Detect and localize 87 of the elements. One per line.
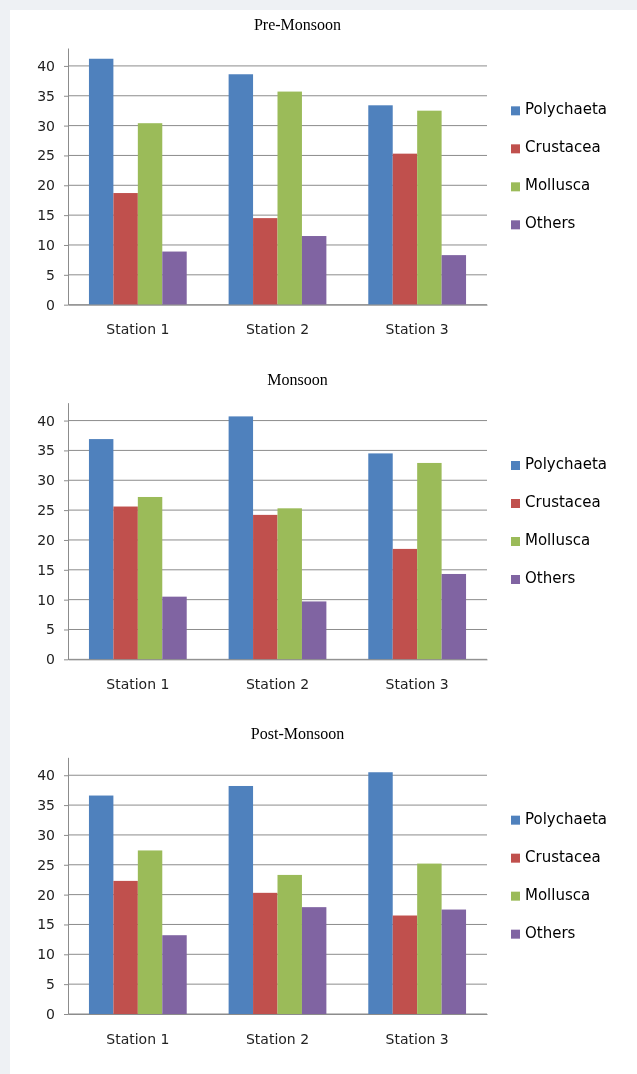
x-tick-label: Station 1 bbox=[106, 321, 170, 338]
chart-title: Pre-Monsoon bbox=[253, 16, 342, 33]
y-tick-label: 15 bbox=[37, 561, 55, 578]
y-tick-label: 10 bbox=[37, 236, 55, 253]
bar bbox=[441, 255, 467, 305]
bar bbox=[301, 601, 327, 660]
bar bbox=[301, 907, 327, 1014]
y-tick-label: 30 bbox=[37, 117, 55, 134]
x-tick-label: Station 2 bbox=[245, 321, 310, 338]
bar bbox=[162, 935, 187, 1014]
y-tick-label: 20 bbox=[37, 886, 55, 903]
y-tick-label: 35 bbox=[37, 797, 55, 814]
legend-label: Crustacea bbox=[525, 138, 601, 157]
bar bbox=[441, 909, 467, 1014]
bar bbox=[137, 496, 163, 660]
bar bbox=[162, 596, 187, 660]
bar bbox=[417, 863, 442, 1014]
y-tick-label: 35 bbox=[37, 442, 55, 459]
bar bbox=[137, 850, 163, 1014]
x-tick-label: Station 3 bbox=[385, 321, 449, 338]
x-tick-label: Station 2 bbox=[245, 1030, 310, 1047]
chart-title: Post-Monsoon bbox=[250, 725, 345, 743]
x-tick-label: Station 1 bbox=[106, 675, 170, 692]
bar bbox=[392, 548, 418, 660]
y-tick-label: 5 bbox=[46, 976, 55, 993]
y-tick-label: 20 bbox=[37, 177, 55, 194]
bar bbox=[253, 514, 278, 660]
y-tick-label: 25 bbox=[37, 856, 55, 873]
y-tick-label: 0 bbox=[46, 296, 55, 313]
bar bbox=[228, 416, 254, 660]
bar bbox=[228, 785, 254, 1014]
legend-label: Polychaeta bbox=[525, 100, 607, 119]
y-tick-label: 10 bbox=[37, 591, 55, 608]
bar bbox=[392, 153, 418, 305]
legend-label: Crustacea bbox=[525, 493, 601, 511]
y-tick-label: 25 bbox=[37, 147, 55, 164]
y-tick-label: 5 bbox=[46, 266, 55, 283]
bar bbox=[301, 236, 327, 305]
legend-label: Others bbox=[525, 569, 576, 587]
legend-label: Polychaeta bbox=[525, 455, 607, 473]
bar bbox=[228, 74, 254, 305]
y-tick-label: 30 bbox=[37, 826, 55, 843]
y-tick-label: 0 bbox=[46, 1005, 55, 1022]
bar bbox=[113, 880, 138, 1014]
bar bbox=[368, 105, 393, 305]
bar bbox=[277, 874, 302, 1014]
legend-label: Others bbox=[525, 214, 576, 233]
y-tick-label: 40 bbox=[37, 767, 55, 784]
bar bbox=[253, 218, 278, 305]
bar bbox=[277, 91, 302, 305]
legend-label: Crustacea bbox=[525, 847, 601, 866]
legend-label: Polychaeta bbox=[525, 809, 607, 828]
bar bbox=[368, 772, 393, 1014]
bar bbox=[392, 915, 418, 1014]
bar bbox=[417, 462, 442, 660]
bar bbox=[88, 439, 114, 660]
y-tick-label: 40 bbox=[37, 412, 55, 429]
bar bbox=[253, 892, 278, 1014]
bar bbox=[162, 251, 187, 305]
x-tick-label: Station 2 bbox=[245, 675, 310, 692]
y-tick-label: 35 bbox=[37, 87, 55, 104]
y-tick-label: 15 bbox=[37, 207, 55, 224]
bar bbox=[113, 506, 138, 660]
y-tick-label: 10 bbox=[37, 946, 55, 963]
legend-label: Others bbox=[525, 923, 576, 942]
bar bbox=[417, 110, 442, 305]
bar bbox=[88, 58, 114, 305]
bar bbox=[88, 795, 114, 1014]
y-tick-label: 40 bbox=[37, 57, 55, 74]
y-tick-label: 0 bbox=[46, 651, 55, 668]
legend-label: Mollusca bbox=[525, 176, 591, 195]
legend-label: Mollusca bbox=[525, 531, 591, 549]
bar bbox=[441, 573, 467, 660]
y-tick-label: 5 bbox=[46, 621, 55, 638]
bar bbox=[368, 453, 393, 660]
x-tick-label: Station 3 bbox=[385, 675, 449, 692]
y-tick-label: 30 bbox=[37, 472, 55, 489]
legend-label: Mollusca bbox=[525, 885, 591, 904]
y-tick-label: 15 bbox=[37, 916, 55, 933]
x-tick-label: Station 3 bbox=[385, 1030, 449, 1047]
bar bbox=[277, 508, 302, 660]
x-tick-label: Station 1 bbox=[106, 1030, 170, 1047]
y-tick-label: 20 bbox=[37, 531, 55, 548]
bar bbox=[113, 193, 138, 305]
chart-title: Monsoon bbox=[267, 370, 328, 388]
bar bbox=[137, 123, 163, 305]
y-tick-label: 25 bbox=[37, 502, 55, 519]
